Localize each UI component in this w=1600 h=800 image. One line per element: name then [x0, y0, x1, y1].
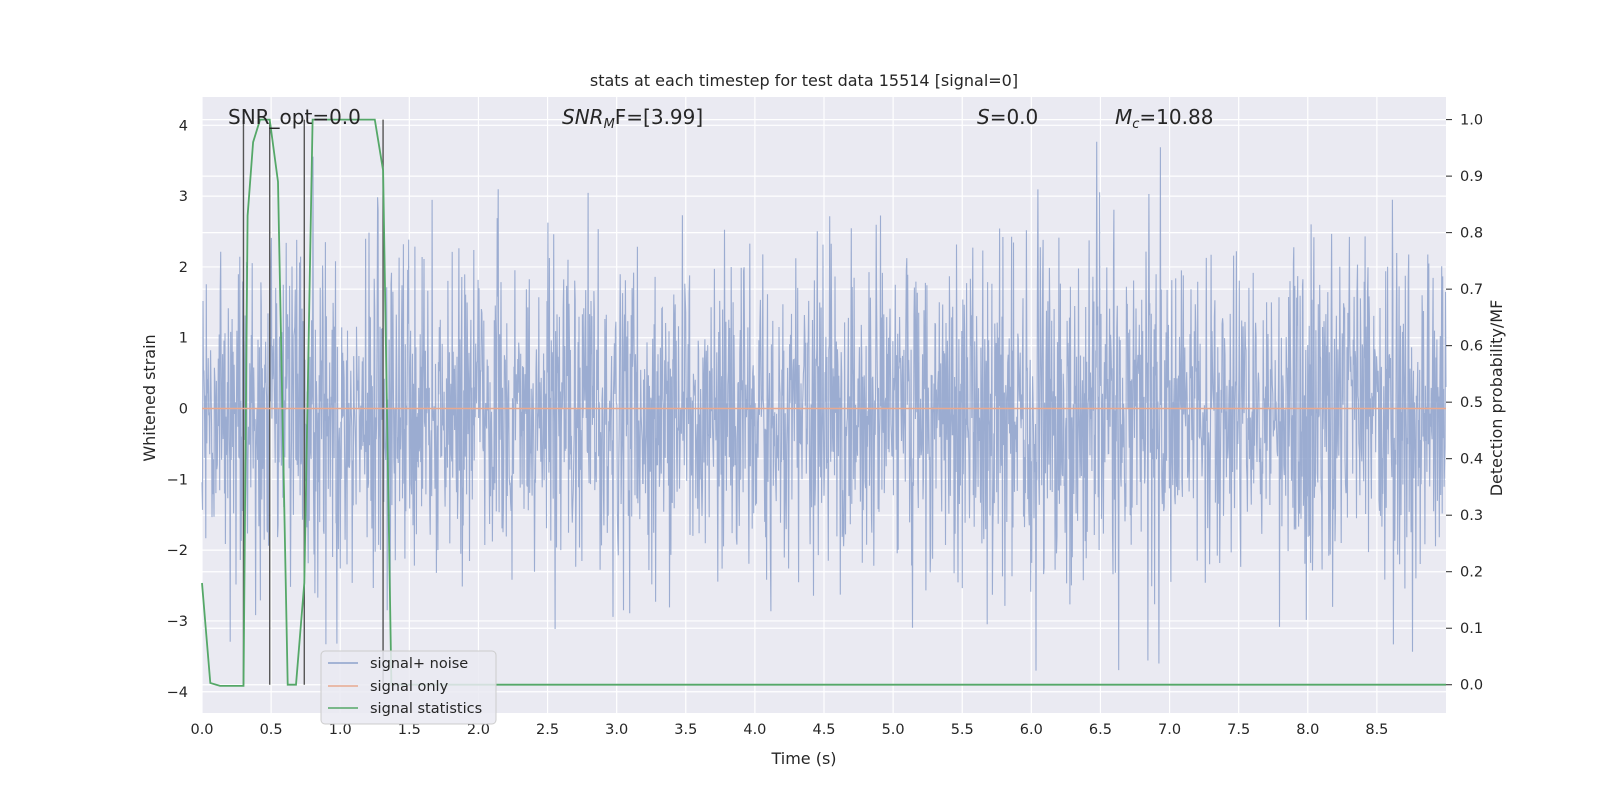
x-axis-label: Time (s) [770, 749, 836, 768]
y2-tick-labels: 1.0 0.9 0.8 0.7 0.6 0.5 0.4 0.3 0.2 0.1 0.0 [1446, 113, 1483, 694]
legend-label-noise: signal+ noise [370, 656, 468, 672]
y2-tick-label: 0.0 [1460, 678, 1483, 694]
y2-tick-label: 0.8 [1460, 226, 1483, 242]
x-tick-label: 5.5 [951, 722, 974, 738]
signal-statistics-line [201, 118, 1446, 687]
y-tick-label: 0 [179, 402, 188, 418]
y-tick-label: 1 [179, 331, 188, 347]
x-tick-label: 1.5 [398, 722, 421, 738]
y-axis-label: Whitened strain [140, 334, 159, 461]
legend-label-statistics: signal statistics [370, 701, 482, 717]
x-tick-label: 3.0 [605, 722, 628, 738]
x-tick-label: 1.0 [329, 722, 352, 738]
annotation-s: S=0.0 [977, 105, 1038, 129]
x-tick-label: 5.0 [882, 722, 905, 738]
y2-tick-label: 0.6 [1460, 339, 1483, 355]
x-tick-label: 6.5 [1089, 722, 1112, 738]
signal-noise-line [201, 141, 1447, 671]
annotation-snr-mf: SNRMF=[3.99] [562, 105, 703, 132]
y-tick-labels: 4 3 2 1 0 −1 −2 −3 −4 [167, 118, 188, 700]
y2-tick-label: 0.7 [1460, 282, 1483, 298]
legend-label-signal: signal only [370, 679, 449, 695]
y2-tick-label: 0.1 [1460, 621, 1483, 637]
y2-tick-label: 0.3 [1460, 508, 1483, 524]
signal-statistics-series [201, 118, 1446, 687]
y2-tick-label: 1.0 [1460, 113, 1483, 129]
y-tick-label: 4 [179, 118, 188, 134]
x-tick-labels: 0.0 0.5 1.0 1.5 2.0 2.5 3.0 3.5 4.0 4.5 5.0 5.5 6.0 6… [190, 722, 1388, 738]
x-tick-label: 2.5 [536, 722, 559, 738]
x-tick-label: 8.5 [1365, 722, 1388, 738]
signal-noise-series [201, 141, 1447, 671]
y-tick-label: −3 [167, 614, 188, 630]
x-tick-label: 4.0 [743, 722, 766, 738]
annotation-mc: Mc=10.88 [1115, 105, 1213, 132]
y-tick-label: 3 [179, 189, 188, 205]
x-tick-label: 0.5 [260, 722, 283, 738]
y2-tick-label: 0.5 [1460, 395, 1483, 411]
x-tick-label: 6.0 [1020, 722, 1043, 738]
x-tick-label: 8.0 [1296, 722, 1319, 738]
y2-tick-label: 0.9 [1460, 169, 1483, 185]
x-tick-label: 4.5 [812, 722, 835, 738]
y-tick-label: −1 [167, 472, 188, 488]
x-tick-label: 2.0 [467, 722, 490, 738]
y-tick-label: −2 [167, 543, 188, 559]
x-tick-label: 0.0 [190, 722, 213, 738]
x-tick-label: 3.5 [674, 722, 697, 738]
x-tick-label: 7.5 [1227, 722, 1250, 738]
x-tick-label: 7.0 [1158, 722, 1181, 738]
chart-title: stats at each timestep for test data 155… [590, 71, 1018, 90]
annotation-snr-opt: SNR_opt=0.0 [228, 105, 361, 129]
y-tick-label: −4 [167, 685, 188, 701]
y-tick-label: 2 [179, 260, 188, 276]
grid-lines [201, 97, 1446, 713]
y2-tick-label: 0.4 [1460, 452, 1483, 468]
legend: signal+ noise signal only signal statist… [320, 650, 497, 725]
y2-axis-label: Detection probability/MF [1487, 300, 1506, 497]
legend-box [320, 650, 497, 725]
y2-tick-label: 0.2 [1460, 565, 1483, 581]
